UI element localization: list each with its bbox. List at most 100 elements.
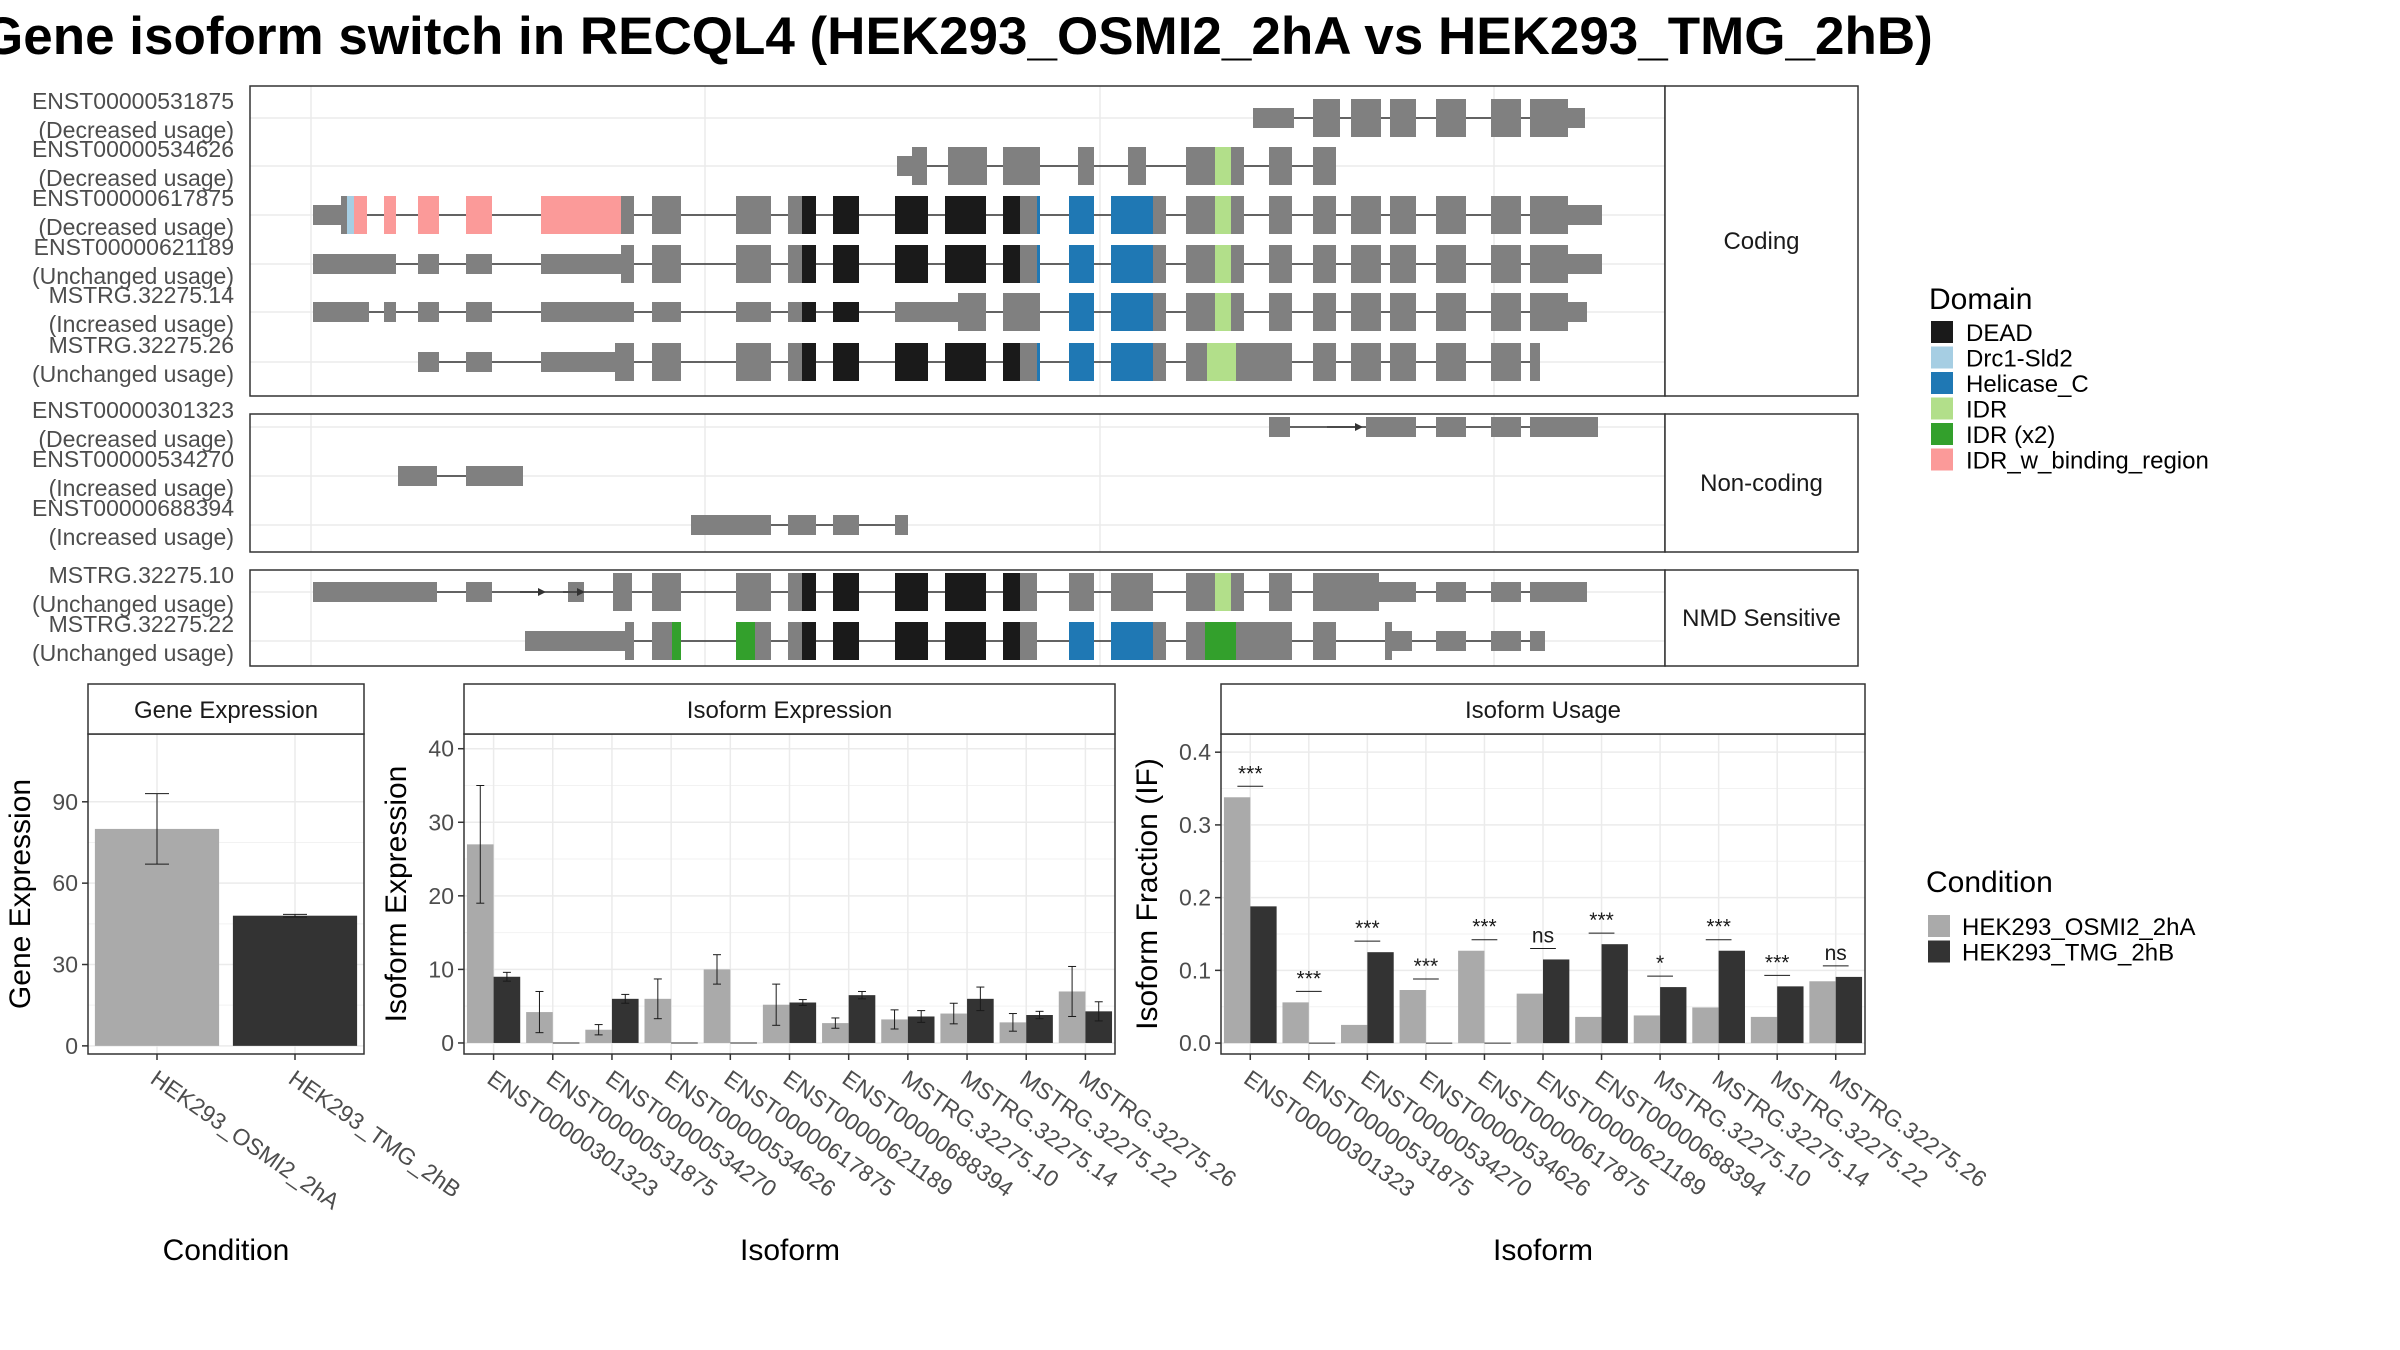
y-tick-label: 20 [428, 883, 454, 909]
bar-tmg [493, 976, 521, 1043]
bar-osmi2 [999, 1022, 1027, 1043]
exon [1436, 99, 1466, 137]
x-axis-title: Condition [163, 1234, 290, 1267]
domain-exon [1003, 622, 1020, 660]
legend-domain-swatch [1931, 321, 1953, 343]
exon [1231, 293, 1244, 331]
y-tick-label: 30 [428, 809, 454, 835]
exon [1186, 196, 1215, 234]
chart-panel-gene-expression [82, 683, 365, 1060]
exon [1003, 147, 1040, 185]
domain-exon [672, 622, 681, 660]
exon [418, 352, 439, 372]
exon [466, 582, 492, 602]
significance-label: *** [1238, 762, 1263, 785]
facet-strip [1664, 569, 1859, 667]
domain-exon [1111, 622, 1153, 660]
domain-exon [833, 573, 859, 611]
exon [466, 352, 492, 372]
exon [1313, 245, 1336, 283]
exon [1269, 245, 1292, 283]
exon [652, 622, 672, 660]
exon [621, 196, 634, 234]
exon [1231, 573, 1244, 611]
transcript-usage-label: (Unchanged usage) [32, 591, 234, 617]
chart-panel-isoform-usage [1215, 683, 1866, 1060]
legend-condition-title: Condition [1926, 866, 2053, 899]
exon [1231, 245, 1244, 283]
exon [1530, 417, 1598, 437]
exon [398, 466, 437, 486]
exon [833, 515, 859, 535]
domain-exon [466, 196, 492, 234]
domain-exon [945, 622, 986, 660]
exon [1269, 573, 1292, 611]
exon [1530, 343, 1540, 381]
exon [1436, 343, 1466, 381]
exon [1530, 99, 1568, 137]
exon [1366, 417, 1416, 437]
exon [736, 302, 771, 322]
transcript-id-label: ENST00000531875 [32, 88, 234, 114]
bar-osmi2 [1633, 1015, 1661, 1044]
bar-tmg [1718, 950, 1745, 1044]
domain-exon [802, 343, 816, 381]
bar-osmi2 [1282, 1002, 1309, 1044]
exon [788, 196, 802, 234]
domain-exon [895, 343, 928, 381]
exon [313, 582, 437, 602]
exon [1379, 582, 1416, 602]
exon [1491, 293, 1521, 331]
exon [1390, 343, 1416, 381]
transcript-id-label: ENST00000621189 [34, 234, 234, 260]
exon [1385, 622, 1392, 660]
y-tick-label: 30 [52, 952, 78, 978]
bar-osmi2 [881, 1019, 908, 1043]
exon [313, 205, 341, 225]
legend-condition-label: HEK293_TMG_2hB [1962, 940, 2174, 967]
exon [1236, 622, 1292, 660]
exon [1186, 147, 1215, 185]
domain-exon [1207, 343, 1236, 381]
y-tick-label: 10 [428, 956, 454, 982]
exon [1491, 343, 1521, 381]
transcript-id-label: MSTRG.32275.14 [49, 282, 235, 308]
domain-exon [541, 196, 621, 234]
exon [541, 254, 621, 274]
exon [466, 302, 492, 322]
legend-condition-label: HEK293_OSMI2_2hA [1962, 914, 2195, 941]
exon [1530, 631, 1545, 651]
domain-exon [1069, 245, 1094, 283]
exon [1153, 622, 1166, 660]
domain-exon [1215, 573, 1231, 611]
transcript-usage-label: (Decreased usage) [38, 165, 234, 191]
legend-condition-swatch [1928, 940, 1950, 963]
exon [788, 573, 802, 611]
legend-domain-swatch [1931, 372, 1953, 394]
exon [1186, 573, 1215, 611]
significance-label: *** [1706, 916, 1731, 939]
strand-arrow-head [538, 588, 546, 596]
transcript-id-label: ENST00000617875 [32, 185, 234, 211]
legend-domain-swatch [1931, 346, 1953, 369]
exon [313, 254, 396, 274]
exon [466, 254, 492, 274]
transcript-usage-label: (Increased usage) [49, 475, 234, 501]
exon [1351, 99, 1381, 137]
legend-domain-label: IDR [1966, 397, 2007, 424]
exon [1186, 293, 1215, 331]
y-axis-title: Isoform Fraction (IF) [1131, 758, 1164, 1030]
exon [1351, 196, 1381, 234]
domain-exon [354, 196, 367, 234]
exon [625, 622, 634, 660]
bar-tmg [789, 1002, 817, 1043]
domain-exon [945, 573, 986, 611]
exon [652, 196, 681, 234]
exon [1153, 196, 1166, 234]
domain-exon [1111, 343, 1153, 381]
facet-strip [463, 683, 1116, 735]
exon [313, 302, 369, 322]
transcript-model [1269, 417, 1598, 437]
bar [232, 915, 358, 1046]
